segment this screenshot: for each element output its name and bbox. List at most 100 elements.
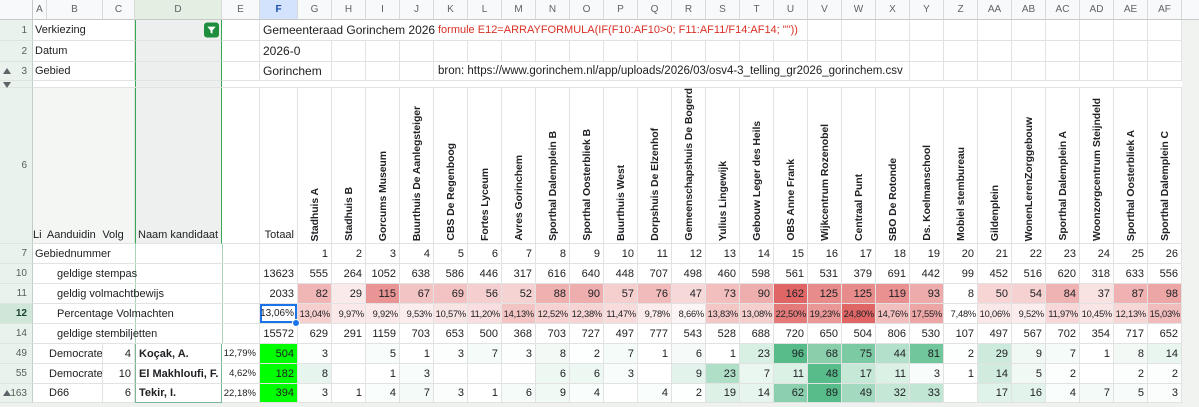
grid-cell[interactable]: 1	[332, 384, 366, 403]
grid-cell[interactable]: 5	[1012, 364, 1046, 384]
grid-cell[interactable]: 555	[298, 264, 332, 284]
grid-cell[interactable]: 1	[298, 244, 332, 264]
grid-cell[interactable]: 68	[808, 344, 842, 364]
grid-cell[interactable]: 1	[366, 364, 400, 384]
empty-cell[interactable]	[910, 20, 944, 41]
grid-cell[interactable]: 703	[536, 324, 570, 344]
row-label-cell[interactable]: Gebiednummer	[33, 244, 260, 264]
grid-cell[interactable]: 12	[672, 244, 706, 264]
grid-cell[interactable]: 82	[298, 284, 332, 304]
column-header-N[interactable]: N	[536, 0, 570, 20]
column-header-S[interactable]: S	[706, 0, 740, 20]
grid-cell[interactable]: 640	[570, 264, 604, 284]
source-note[interactable]: bron: https://www.gorinchem.nl/app/uploa…	[436, 62, 907, 80]
grid-cell[interactable]: 2	[1046, 364, 1080, 384]
column-header-Y[interactable]: Y	[910, 0, 944, 20]
candidate-pct-cell[interactable]: 12,79%	[222, 344, 260, 364]
grid-cell[interactable]: 567	[1012, 324, 1046, 344]
volgnummer-cell[interactable]: 4	[103, 344, 135, 364]
empty-cell[interactable]	[978, 62, 1012, 81]
grid-cell[interactable]: 806	[876, 324, 910, 344]
grid-cell[interactable]: 7	[740, 364, 774, 384]
column-header-Q[interactable]: Q	[638, 0, 672, 20]
grid-cell[interactable]: 50	[978, 284, 1012, 304]
grid-cell[interactable]: 6	[536, 364, 570, 384]
column-header-AB[interactable]: AB	[1012, 0, 1046, 20]
column-header-I[interactable]: I	[366, 0, 400, 20]
grid-cell[interactable]: 9,78%	[638, 304, 672, 324]
column-header-P[interactable]: P	[604, 0, 638, 20]
station-column-header[interactable]: Gildenplein	[978, 88, 1012, 244]
station-column-header[interactable]: OBS Anne Frank	[774, 88, 808, 244]
grid-cell[interactable]: 11	[774, 364, 808, 384]
grid-cell[interactable]: 99	[944, 264, 978, 284]
grid-cell[interactable]: 5	[434, 244, 468, 264]
empty-cell[interactable]	[876, 41, 910, 62]
total-cell[interactable]: 2033	[260, 284, 298, 304]
grid-cell[interactable]: 14,76%	[876, 304, 910, 324]
grid-cell[interactable]: 717	[1114, 324, 1148, 344]
row-number[interactable]: 163	[0, 384, 33, 403]
grid-cell[interactable]: 586	[434, 264, 468, 284]
grid-cell[interactable]: 442	[910, 264, 944, 284]
grid-cell[interactable]: 14	[978, 364, 1012, 384]
grid-cell[interactable]: 448	[604, 264, 638, 284]
total-cell[interactable]: 182	[260, 364, 298, 384]
grid-cell[interactable]: 3	[910, 364, 944, 384]
grid-cell[interactable]: 23	[1046, 244, 1080, 264]
grid-cell[interactable]: 48	[808, 364, 842, 384]
total-cell[interactable]: 394	[260, 384, 298, 403]
verkiezing-value[interactable]: Gemeenteraad Gorinchem 2026	[261, 20, 440, 40]
empty-cell[interactable]	[366, 62, 400, 81]
grid-cell[interactable]: 9	[672, 364, 706, 384]
candidate-name-cell[interactable]: Tekir, I.	[135, 384, 222, 403]
grid-cell[interactable]: 10,06%	[978, 304, 1012, 324]
grid-cell[interactable]: 18	[876, 244, 910, 264]
empty-cell[interactable]	[400, 62, 434, 81]
grid-cell[interactable]: 653	[434, 324, 468, 344]
grid-cell[interactable]: 33	[910, 384, 944, 403]
grid-cell[interactable]: 52	[502, 284, 536, 304]
empty-cell[interactable]	[298, 41, 332, 62]
empty-cell[interactable]	[332, 41, 366, 62]
empty-cell[interactable]	[1114, 41, 1148, 62]
grid-cell[interactable]: 73	[706, 284, 740, 304]
collapse-group-icon[interactable]	[3, 68, 11, 74]
empty-cell[interactable]	[910, 41, 944, 62]
grid-cell[interactable]: 9	[570, 244, 604, 264]
grid-cell[interactable]: 24,80%	[842, 304, 876, 324]
grid-cell[interactable]: 264	[332, 264, 366, 284]
grid-cell[interactable]: 62	[774, 384, 808, 403]
filter-range-cell[interactable]	[135, 62, 222, 81]
grid-cell[interactable]: 4	[400, 244, 434, 264]
formula-note[interactable]: formule E12=ARRAYFORMULA(IF(F10:AF10>0; …	[436, 20, 802, 40]
total-cell[interactable]: 13,06%	[260, 304, 300, 327]
header-label-cells[interactable]: Li Aanduidin Volg	[33, 88, 135, 244]
empty-cell[interactable]	[1114, 62, 1148, 81]
gebied-value[interactable]: Gorinchem	[261, 62, 326, 80]
column-header-J[interactable]: J	[400, 0, 434, 20]
column-header-H[interactable]: H	[332, 0, 366, 20]
grid-cell[interactable]: 9	[536, 384, 570, 403]
grid-cell[interactable]: 1	[468, 384, 502, 403]
grid-cell[interactable]: 6	[570, 364, 604, 384]
grid-cell[interactable]: 8	[1114, 344, 1148, 364]
empty-cell[interactable]	[1012, 62, 1046, 81]
station-column-header[interactable]: Sporthal Dalemplein C	[1148, 88, 1182, 244]
grid-cell[interactable]: 4	[638, 384, 672, 403]
empty-cell[interactable]	[400, 41, 434, 62]
column-header-R[interactable]: R	[672, 0, 706, 20]
grid-cell[interactable]: 11,97%	[1046, 304, 1080, 324]
empty-cell[interactable]	[222, 41, 260, 62]
grid-cell[interactable]: 650	[808, 324, 842, 344]
grid-cell[interactable]	[502, 364, 536, 384]
grid-cell[interactable]: 7	[1046, 344, 1080, 364]
collapse-group-icon[interactable]	[3, 390, 11, 396]
column-header-B[interactable]: B	[47, 0, 103, 20]
grid-cell[interactable]: 76	[638, 284, 672, 304]
row-number[interactable]: 1	[0, 20, 33, 41]
grid-cell[interactable]: 460	[706, 264, 740, 284]
grid-cell[interactable]: 14	[1148, 344, 1182, 364]
grid-cell[interactable]: 98	[1148, 284, 1182, 304]
grid-cell[interactable]	[468, 364, 502, 384]
